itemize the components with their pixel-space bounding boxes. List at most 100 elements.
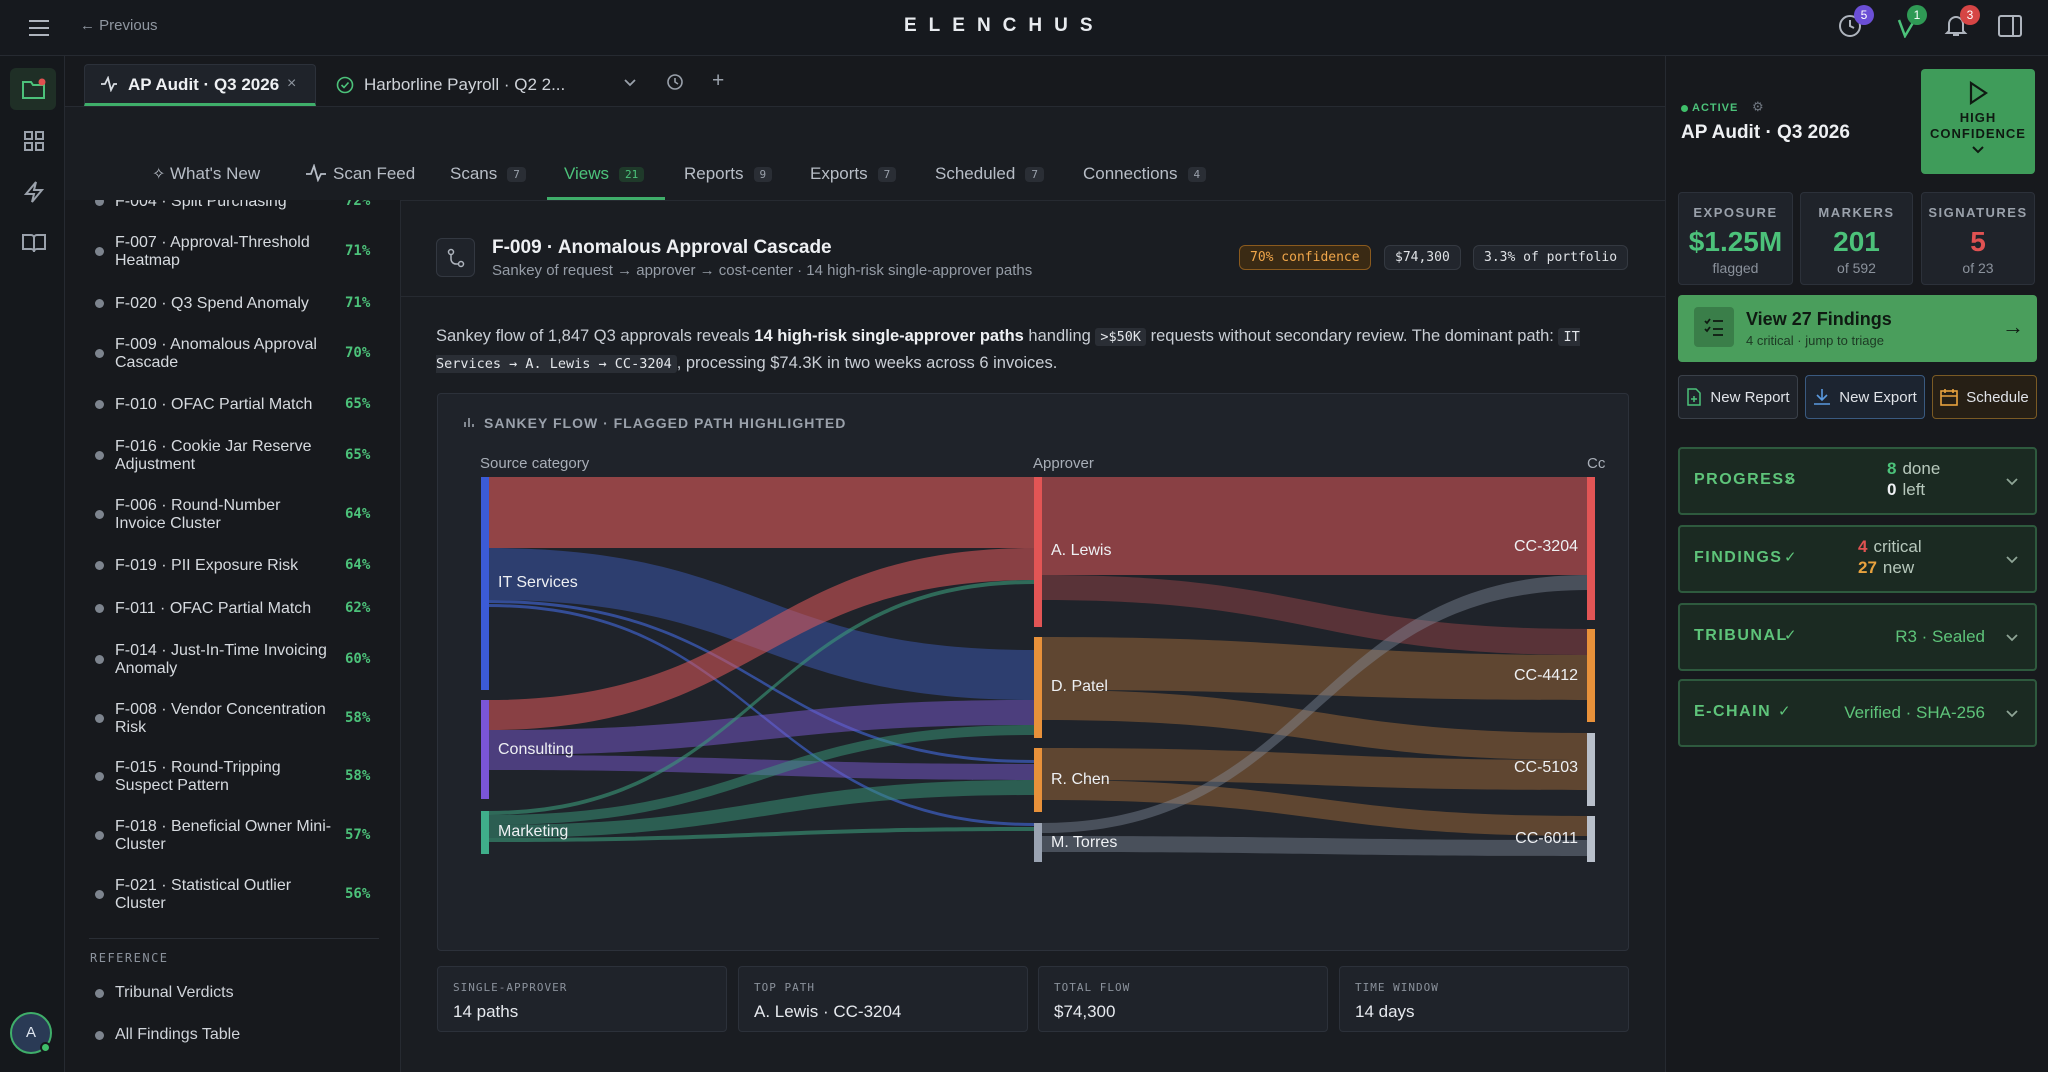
- tab-active[interactable]: [84, 64, 316, 106]
- online-dot: [40, 1042, 51, 1053]
- finding-item[interactable]: F-008 · Vendor Concentration Risk 58%: [65, 701, 401, 737]
- finding-pct: 60%: [345, 651, 371, 667]
- section-card[interactable]: PROGRESS ✓ 8 done 0 left: [1678, 447, 2037, 515]
- nav-item[interactable]: Scans 7: [450, 164, 526, 184]
- nav-label: Connections: [1083, 164, 1178, 183]
- nav-item[interactable]: Exports 7: [810, 164, 897, 184]
- sankey-node: [1034, 823, 1042, 862]
- node-label: Consulting: [498, 741, 574, 758]
- stat-value: 14 days: [1355, 1002, 1415, 1021]
- finding-item[interactable]: F-015 · Round-Tripping Suspect Pattern 58…: [65, 759, 401, 795]
- grid-icon[interactable]: [24, 131, 44, 151]
- stat-label: SINGLE-APPROVER: [453, 981, 568, 994]
- dot: [95, 299, 104, 308]
- rail-active[interactable]: [10, 68, 56, 110]
- flow: [1042, 748, 1587, 790]
- reference-item[interactable]: Tribunal Verdicts: [115, 984, 234, 1001]
- flow: [1042, 575, 1587, 655]
- nav-item[interactable]: Scheduled 7: [935, 164, 1044, 184]
- section-card[interactable]: FINDINGS ✓ 4 critical 27 new: [1678, 525, 2037, 593]
- icon-rail: [0, 56, 65, 1072]
- finding-pct: 56%: [345, 886, 371, 902]
- finding-item[interactable]: F-007 · Approval-Threshold Heatmap 71%: [65, 234, 401, 270]
- panel-icon[interactable]: [1998, 15, 2022, 37]
- new-report-button[interactable]: New Report: [1678, 375, 1798, 419]
- divider: [89, 938, 379, 939]
- flow: [488, 725, 1034, 825]
- emphasis: 14 high-risk single-approver paths: [754, 327, 1024, 345]
- finding-item[interactable]: F-011 · OFAC Partial Match 62%: [65, 600, 401, 618]
- finding-item[interactable]: F-016 · Cookie Jar Reserve Adjustment 65%: [65, 438, 401, 474]
- section-line: 27 new: [1858, 558, 1914, 578]
- finding-pct: 72%: [345, 200, 371, 209]
- gear-icon[interactable]: ⚙: [1752, 99, 1764, 114]
- finding-item[interactable]: F-018 · Beneficial Owner Mini-Cluster 57%: [65, 818, 401, 854]
- metric-sub: of 592: [1837, 260, 1876, 276]
- nav-count: 7: [1025, 167, 1044, 183]
- text: , processing $74.3K in two weeks across …: [676, 354, 1058, 372]
- nav-item[interactable]: What's New: [170, 164, 260, 184]
- finding-item[interactable]: F-021 · Statistical Outlier Cluster 56%: [65, 877, 401, 913]
- history-icon[interactable]: [1838, 14, 1862, 38]
- menu-icon[interactable]: [28, 18, 50, 38]
- cta-card[interactable]: [1678, 295, 2037, 362]
- metric-sub: flagged: [1712, 260, 1759, 276]
- metric-value: 201: [1833, 226, 1880, 257]
- text: handling: [1023, 327, 1096, 345]
- finding-label: F-014 · Just-In-Time Invoicing Anomaly: [115, 642, 327, 677]
- nav-label: Exports: [810, 164, 868, 183]
- flow: [488, 548, 1034, 730]
- chevron-icon: [2006, 634, 2018, 642]
- new-export-button[interactable]: New Export: [1805, 375, 1925, 419]
- add-tab[interactable]: +: [712, 69, 725, 92]
- tab-bar: [65, 56, 1665, 107]
- schedule-button[interactable]: Schedule: [1932, 375, 2037, 419]
- finding-item[interactable]: F-006 · Round-Number Invoice Cluster 64%: [65, 497, 401, 533]
- nav-item[interactable]: Reports 9: [684, 164, 773, 184]
- button-label: New Report: [1710, 388, 1790, 406]
- node-label: D. Patel: [1051, 678, 1108, 695]
- nav-count: 7: [877, 167, 897, 183]
- node-label: A. Lewis: [1051, 542, 1112, 559]
- finding-item[interactable]: F-004 · Split Purchasing 72%: [65, 200, 401, 211]
- tab-close[interactable]: ×: [287, 75, 297, 92]
- tab-check-icon: [336, 76, 354, 94]
- metric-label: MARKERS: [1818, 205, 1895, 220]
- bell-icon[interactable]: [1944, 13, 1968, 39]
- cta-subtitle: 4 critical · jump to triage: [1746, 333, 1884, 348]
- check: ✓: [1784, 627, 1797, 644]
- brand: ELENCHUS: [904, 15, 1105, 36]
- section-card[interactable]: TRIBUNAL ✓ R3 · Sealed: [1678, 603, 2037, 671]
- nav-item[interactable]: Views 21: [564, 164, 645, 184]
- back-link[interactable]: ← Previous: [80, 17, 158, 34]
- finding-item[interactable]: F-009 · Anomalous Approval Cascade 70%: [65, 336, 401, 372]
- history-icon[interactable]: [666, 73, 684, 91]
- nav-item[interactable]: Connections 4: [1083, 164, 1207, 184]
- finding-item[interactable]: F-010 · OFAC Partial Match 65%: [65, 396, 401, 414]
- stat-value: A. Lewis · CC-3204: [754, 1002, 902, 1021]
- nav-label: Scans: [450, 164, 498, 183]
- confidence-button[interactable]: HIGH CONFIDENCE: [1921, 69, 2035, 174]
- section-line: 4 critical: [1858, 537, 1922, 557]
- finding-item[interactable]: F-019 · PII Exposure Risk 64%: [65, 557, 401, 575]
- node-label: CC-3204: [1513, 538, 1578, 555]
- book-icon[interactable]: [22, 233, 46, 253]
- confidence-label: HIGH CONFIDENCE: [1930, 110, 2026, 141]
- node-label: R. Chen: [1051, 771, 1110, 788]
- finding-item[interactable]: F-014 · Just-In-Time Invoicing Anomaly 60…: [65, 642, 401, 678]
- bolt-icon[interactable]: [24, 181, 44, 203]
- section-card[interactable]: E-CHAIN ✓ Verified · SHA-256: [1678, 679, 2037, 747]
- flow: [488, 827, 1034, 842]
- check: ✓: [1778, 703, 1791, 720]
- finding-item[interactable]: F-020 · Q3 Spend Anomaly 71%: [65, 295, 401, 313]
- chevron-icon[interactable]: [622, 76, 638, 90]
- sankey-node: [1587, 816, 1595, 862]
- reference-item[interactable]: All Findings Table: [115, 1026, 241, 1043]
- tab-label[interactable]: Harborline Payroll · Q2 2...: [364, 75, 566, 94]
- flow: [488, 600, 1034, 763]
- section-number: 0: [1887, 480, 1897, 499]
- finding-pct: 71%: [345, 243, 371, 259]
- nav-item[interactable]: Scan Feed: [333, 164, 415, 184]
- finding-title: F-009 · Anomalous Approval Cascade: [492, 237, 832, 258]
